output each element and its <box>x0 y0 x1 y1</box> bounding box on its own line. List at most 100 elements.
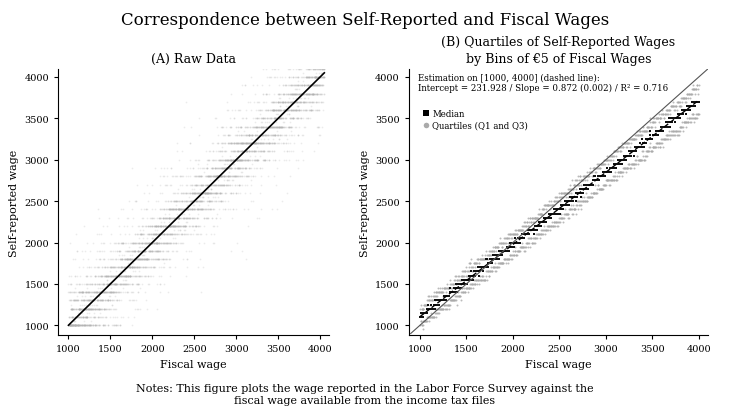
Point <box>510 252 522 258</box>
Point <box>143 240 155 246</box>
Point <box>243 132 255 139</box>
Point <box>74 314 85 321</box>
Point <box>655 128 666 135</box>
Point <box>211 165 223 172</box>
Point <box>445 289 457 296</box>
Point <box>444 289 456 296</box>
Point <box>626 137 638 143</box>
Point <box>126 264 138 271</box>
Point <box>172 215 183 221</box>
Point <box>642 124 654 130</box>
Point <box>678 108 690 114</box>
Point <box>286 99 298 106</box>
Point <box>155 223 166 230</box>
Point <box>82 322 94 329</box>
Point <box>423 306 435 312</box>
Point <box>575 198 587 205</box>
Point <box>250 108 262 114</box>
Point <box>230 165 242 172</box>
Point <box>255 132 266 139</box>
Point <box>216 165 228 172</box>
Point <box>545 211 556 217</box>
Point <box>131 256 142 263</box>
Point <box>647 120 658 126</box>
Point <box>453 293 465 300</box>
Point <box>281 108 293 114</box>
Point <box>90 256 101 263</box>
Point <box>255 149 267 155</box>
Point <box>481 264 493 271</box>
Point <box>534 219 545 225</box>
Point <box>514 240 526 246</box>
Point <box>104 264 116 271</box>
Point <box>577 178 588 184</box>
Point <box>122 281 134 288</box>
Point <box>98 289 110 296</box>
Point <box>604 178 615 184</box>
Point <box>627 161 639 168</box>
Point <box>258 116 269 122</box>
Point <box>220 173 232 180</box>
Point <box>488 248 500 254</box>
Point <box>529 236 541 242</box>
Point <box>534 211 546 217</box>
Point <box>299 95 311 102</box>
Point <box>180 99 192 106</box>
Point <box>101 281 113 288</box>
Point <box>491 264 503 271</box>
Point <box>434 289 446 296</box>
Point <box>93 215 104 221</box>
Point <box>169 223 180 230</box>
Point <box>615 157 627 164</box>
Point <box>276 99 288 106</box>
Point <box>229 132 241 139</box>
Point <box>180 223 191 230</box>
Point <box>218 165 229 172</box>
Point <box>285 116 296 122</box>
Point <box>302 74 314 81</box>
Point <box>280 108 292 114</box>
Point <box>89 273 101 279</box>
Point <box>512 248 524 254</box>
Point <box>76 289 88 296</box>
Point <box>250 149 262 155</box>
Point <box>462 289 474 296</box>
Point <box>586 194 598 201</box>
Point <box>137 256 149 263</box>
Point <box>468 269 480 275</box>
Point <box>78 314 90 321</box>
Point <box>249 173 261 180</box>
Point <box>185 141 196 147</box>
Point <box>605 169 617 176</box>
Point <box>226 157 238 164</box>
Point <box>637 132 648 139</box>
Point <box>220 165 231 172</box>
Point <box>186 207 198 213</box>
Point <box>296 91 308 98</box>
Point <box>574 198 585 205</box>
Point <box>435 297 447 304</box>
Point <box>282 58 293 65</box>
Point <box>599 182 610 189</box>
Point <box>475 264 487 271</box>
Point <box>140 207 152 213</box>
Point <box>530 223 542 230</box>
Point <box>77 306 89 312</box>
Point <box>238 141 250 147</box>
Point <box>104 264 116 271</box>
Point <box>275 116 287 122</box>
Point <box>134 231 146 238</box>
Point <box>130 256 142 263</box>
Point <box>223 157 235 164</box>
Point <box>157 256 169 263</box>
Point <box>493 252 505 258</box>
Point <box>80 297 91 304</box>
Point <box>111 297 123 304</box>
Point <box>65 322 77 329</box>
Point <box>190 157 201 164</box>
Point <box>200 215 212 221</box>
Point <box>252 99 264 106</box>
Point <box>242 157 254 164</box>
Point <box>655 116 666 122</box>
Point <box>136 240 147 246</box>
